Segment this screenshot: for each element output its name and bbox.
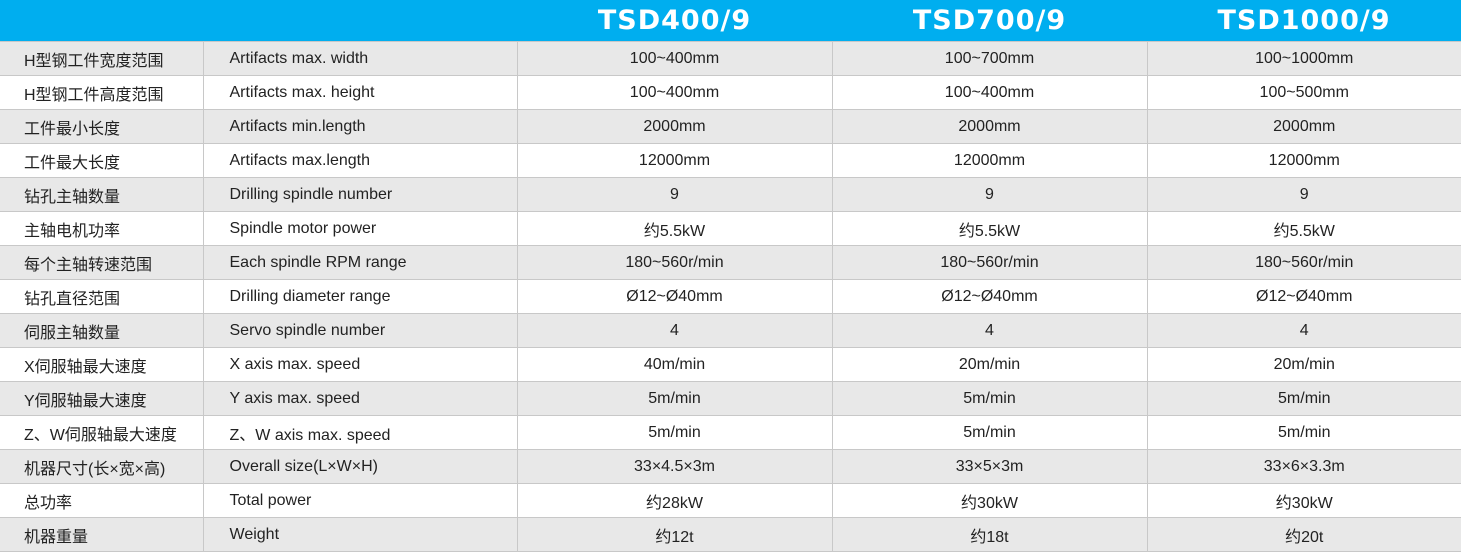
header-blank <box>203 0 517 42</box>
table-row: 总功率 Total power 约28kW 约30kW 约30kW <box>0 483 1461 518</box>
header-row: TSD400/9 TSD700/9 TSD1000/9 <box>0 0 1461 42</box>
model-header: TSD400/9 <box>517 0 832 42</box>
spec-name-cn: 工件最大长度 <box>0 143 204 178</box>
spec-name-en: Drilling diameter range <box>202 279 518 314</box>
spec-value: 5m/min <box>516 381 833 416</box>
spec-value: 100~700mm <box>831 41 1148 76</box>
spec-value: 100~500mm <box>1146 75 1461 110</box>
spec-name-en: Weight <box>202 517 518 552</box>
spec-value: 约18t <box>831 517 1148 552</box>
spec-value: 9 <box>516 177 833 212</box>
table-row: 每个主轴转速范围 Each spindle RPM range 180~560r/m… <box>0 245 1461 280</box>
spec-value: 5m/min <box>516 415 833 450</box>
spec-value: 4 <box>516 313 833 348</box>
table-row: H型钢工件宽度范围 Artifacts max. width 100~400mm 10… <box>0 41 1461 76</box>
spec-name-en: Total power <box>202 483 518 518</box>
spec-name-cn: X伺服轴最大速度 <box>0 347 204 382</box>
spec-name-cn: H型钢工件高度范围 <box>0 75 204 110</box>
table-row: 机器重量 Weight 约12t 约18t 约20t <box>0 517 1461 552</box>
model-header: TSD1000/9 <box>1147 0 1461 42</box>
spec-name-en: Spindle motor power <box>202 211 518 246</box>
spec-name-en: Artifacts min.length <box>202 109 518 144</box>
spec-value: 33×5×3m <box>831 449 1148 484</box>
spec-value: 2000mm <box>831 109 1148 144</box>
spec-name-cn: 钻孔主轴数量 <box>0 177 204 212</box>
spec-value: 约30kW <box>831 483 1148 518</box>
spec-value: 4 <box>1146 313 1461 348</box>
spec-name-en: Artifacts max. height <box>202 75 518 110</box>
spec-value: 180~560r/min <box>831 245 1148 280</box>
spec-value: 4 <box>831 313 1148 348</box>
spec-value: 100~400mm <box>516 75 833 110</box>
table-row: Z、W伺服轴最大速度 Z、W axis max. speed 5m/min 5m/mi… <box>0 415 1461 450</box>
spec-value: 约5.5kW <box>831 211 1148 246</box>
spec-name-cn: Y伺服轴最大速度 <box>0 381 204 416</box>
spec-name-en: X axis max. speed <box>202 347 518 382</box>
spec-value: 20m/min <box>831 347 1148 382</box>
spec-value: Ø12~Ø40mm <box>1146 279 1461 314</box>
spec-name-cn: 钻孔直径范围 <box>0 279 204 314</box>
spec-name-en: Z、W axis max. speed <box>202 415 518 450</box>
table-row: 钻孔直径范围 Drilling diameter range Ø12~Ø40mm Ø1… <box>0 279 1461 314</box>
spec-value: 180~560r/min <box>1146 245 1461 280</box>
spec-value: 12000mm <box>831 143 1148 178</box>
spec-name-cn: 主轴电机功率 <box>0 211 204 246</box>
spec-name-en: Overall size(L×W×H) <box>202 449 518 484</box>
spec-name-cn: H型钢工件宽度范围 <box>0 41 204 76</box>
table-row: X伺服轴最大速度 X axis max. speed 40m/min 20m/min 2… <box>0 347 1461 382</box>
spec-value: 约5.5kW <box>1146 211 1461 246</box>
spec-value: 约30kW <box>1146 483 1461 518</box>
spec-name-en: Servo spindle number <box>202 313 518 348</box>
spec-value: 5m/min <box>1146 415 1461 450</box>
spec-name-cn: 工件最小长度 <box>0 109 204 144</box>
table-row: 伺服主轴数量 Servo spindle number 4 4 4 <box>0 313 1461 348</box>
spec-name-en: Y axis max. speed <box>202 381 518 416</box>
spec-value: 40m/min <box>516 347 833 382</box>
header-blank <box>0 0 203 42</box>
spec-name-cn: 每个主轴转速范围 <box>0 245 204 280</box>
spec-name-en: Drilling spindle number <box>202 177 518 212</box>
spec-value: 约28kW <box>516 483 833 518</box>
table-row: 主轴电机功率 Spindle motor power 约5.5kW 约5.5kW 约5.… <box>0 211 1461 246</box>
spec-value: 100~400mm <box>516 41 833 76</box>
spec-value: 9 <box>831 177 1148 212</box>
spec-value: 100~1000mm <box>1146 41 1461 76</box>
spec-name-cn: 伺服主轴数量 <box>0 313 204 348</box>
spec-value: 9 <box>1146 177 1461 212</box>
spec-name-cn: 机器尺寸(长×宽×高) <box>0 449 204 484</box>
spec-value: 2000mm <box>516 109 833 144</box>
spec-name-cn: 机器重量 <box>0 517 204 552</box>
spec-value: 约20t <box>1146 517 1461 552</box>
spec-value: 5m/min <box>1146 381 1461 416</box>
spec-name-en: Artifacts max.length <box>202 143 518 178</box>
spec-value: 20m/min <box>1146 347 1461 382</box>
spec-value: 约5.5kW <box>516 211 833 246</box>
spec-value: 33×6×3.3m <box>1146 449 1461 484</box>
table-row: 工件最小长度 Artifacts min.length 2000mm 2000mm 20… <box>0 109 1461 144</box>
spec-value: Ø12~Ø40mm <box>516 279 833 314</box>
spec-name-en: Artifacts max. width <box>202 41 518 76</box>
spec-value: 180~560r/min <box>516 245 833 280</box>
table-row: H型钢工件高度范围 Artifacts max. height 100~400mm 1… <box>0 75 1461 110</box>
spec-name-cn: 总功率 <box>0 483 204 518</box>
spec-value: 约12t <box>516 517 833 552</box>
spec-value: 5m/min <box>831 415 1148 450</box>
spec-value: 100~400mm <box>831 75 1148 110</box>
table-row: 工件最大长度 Artifacts max.length 12000mm 12000mm… <box>0 143 1461 178</box>
spec-value: 33×4.5×3m <box>516 449 833 484</box>
spec-value: Ø12~Ø40mm <box>831 279 1148 314</box>
spec-value: 12000mm <box>516 143 833 178</box>
spec-value: 5m/min <box>831 381 1148 416</box>
table-row: Y伺服轴最大速度 Y axis max. speed 5m/min 5m/min 5m/… <box>0 381 1461 416</box>
spec-name-en: Each spindle RPM range <box>202 245 518 280</box>
spec-name-cn: Z、W伺服轴最大速度 <box>0 415 204 450</box>
spec-value: 12000mm <box>1146 143 1461 178</box>
table-row: 钻孔主轴数量 Drilling spindle number 9 9 9 <box>0 177 1461 212</box>
table-row: 机器尺寸(长×宽×高) Overall size(L×W×H) 33×4.5×3m 3… <box>0 449 1461 484</box>
spec-value: 2000mm <box>1146 109 1461 144</box>
model-header: TSD700/9 <box>832 0 1147 42</box>
